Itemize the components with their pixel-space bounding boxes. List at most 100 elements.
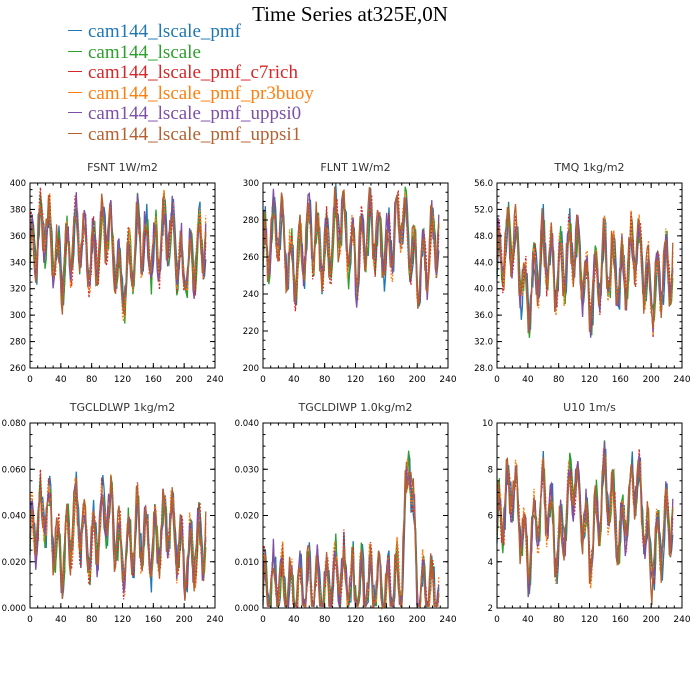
legend-swatch	[68, 112, 82, 114]
y-tick-label: 380	[10, 205, 26, 215]
y-tick-label: 52.0	[474, 205, 493, 215]
x-tick-label: 0	[494, 615, 500, 625]
y-tick-label: 0.000	[2, 604, 26, 614]
y-tick-label: 40.0	[474, 285, 493, 295]
x-tick-label: 240	[206, 615, 223, 625]
panel-title: FSNT 1W/m2	[87, 161, 158, 174]
x-tick-label: 160	[145, 375, 162, 385]
y-tick-label: 0.010	[235, 558, 259, 568]
series-line-cam144_lscale_pmf_uppsi1	[262, 186, 440, 309]
series-line-cam144_lscale_pmf_pr3buoy	[496, 209, 674, 335]
y-tick-label: 300	[10, 311, 26, 321]
x-tick-label: 40	[288, 615, 300, 625]
chart-title: Time Series at325E,0N	[252, 2, 448, 26]
legend-item: cam144_lscale_pmf_uppsi0	[68, 103, 314, 125]
panel-1: FLNT 1W/m2 0 40 80 120 160 200 240 200 220 240 260 2…	[243, 161, 457, 385]
x-tick-label: 0	[260, 615, 266, 625]
x-tick-label: 40	[522, 615, 534, 625]
x-tick-label: 80	[319, 615, 331, 625]
panel-title: TGCLDLWP 1kg/m2	[69, 401, 175, 414]
x-tick-label: 240	[439, 375, 456, 385]
panel-3: TGCLDLWP 1kg/m2 0 40 80 120 160 200 240 0.000 0.0…	[2, 401, 224, 625]
legend-item: cam144_lscale	[68, 42, 314, 64]
series-line-cam144_lscale_pmf_uppsi1	[496, 454, 674, 606]
legend: cam144_lscale_pmf cam144_lscale cam144_lsc…	[68, 21, 314, 146]
x-tick-label: 120	[114, 615, 131, 625]
panel-0: FSNT 1W/m2 0 40 80 120 160 200 240 260 280 300 320 3…	[10, 161, 224, 385]
y-tick-label: 300	[243, 179, 259, 189]
legend-item: cam144_lscale_pmf	[68, 21, 314, 43]
y-tick-label: 400	[10, 179, 26, 189]
x-tick-label: 80	[86, 375, 98, 385]
y-tick-label: 10	[482, 419, 493, 429]
x-tick-label: 200	[176, 375, 193, 385]
x-tick-label: 240	[206, 375, 223, 385]
legend-swatch	[68, 71, 82, 73]
x-tick-label: 160	[612, 615, 629, 625]
y-tick-label: 360	[10, 232, 26, 242]
y-tick-label: 260	[10, 364, 26, 374]
series-line-cam144_lscale_pmf_uppsi1	[29, 475, 207, 601]
series-line-cam144_lscale_pmf_pr3buoy	[262, 189, 440, 307]
x-tick-label: 200	[409, 375, 426, 385]
series-line-cam144_lscale_pmf_uppsi1	[29, 193, 207, 315]
legend-label: cam144_lscale_pmf_uppsi1	[88, 123, 302, 145]
y-tick-label: 44.0	[474, 258, 493, 268]
x-tick-label: 160	[145, 615, 162, 625]
legend-label: cam144_lscale_pmf_c7rich	[88, 62, 298, 83]
legend-label: cam144_lscale_pmf	[88, 21, 242, 42]
legend-swatch	[68, 50, 82, 52]
y-tick-label: 0.060	[2, 465, 26, 475]
x-tick-label: 120	[581, 375, 598, 385]
y-tick-label: 0.020	[235, 512, 259, 522]
x-tick-label: 160	[612, 375, 629, 385]
x-tick-label: 80	[86, 615, 98, 625]
x-tick-label: 160	[378, 615, 395, 625]
x-tick-label: 40	[288, 375, 300, 385]
panel-title: FLNT 1W/m2	[320, 161, 390, 174]
y-tick-label: 36.0	[474, 311, 493, 321]
x-tick-label: 200	[643, 615, 660, 625]
y-tick-label: 260	[243, 253, 259, 263]
y-tick-label: 0.030	[235, 465, 259, 475]
x-tick-label: 120	[347, 615, 364, 625]
y-tick-label: 32.0	[474, 338, 493, 348]
y-tick-label: 28.0	[474, 364, 493, 374]
y-tick-label: 200	[243, 364, 259, 374]
x-tick-label: 40	[55, 615, 67, 625]
y-tick-label: 320	[10, 285, 26, 295]
x-tick-label: 120	[581, 615, 598, 625]
x-tick-label: 240	[673, 615, 690, 625]
y-tick-label: 220	[243, 327, 259, 337]
panel-4: TGCLDIWP 1.0kg/m2 0 40 80 120 160 200 240 0.000 0…	[235, 401, 457, 625]
x-tick-label: 0	[260, 375, 266, 385]
x-tick-label: 120	[347, 375, 364, 385]
x-tick-label: 160	[378, 375, 395, 385]
y-tick-label: 4	[488, 558, 493, 568]
x-tick-label: 0	[27, 375, 33, 385]
y-tick-label: 340	[10, 258, 26, 268]
y-tick-label: 48.0	[474, 232, 493, 242]
panel-5: U10 1m/s 0 40 80 120 160 200 240 2 4 6 8 10	[482, 401, 691, 625]
legend-item: cam144_lscale_pmf_uppsi1	[68, 123, 314, 146]
x-tick-label: 80	[553, 375, 565, 385]
x-tick-label: 40	[522, 375, 534, 385]
series-line-cam144_lscale_pmf_uppsi1	[496, 204, 674, 334]
legend-item: cam144_lscale_pmf_pr3buoy	[68, 83, 314, 105]
panel-title: U10 1m/s	[563, 401, 616, 414]
x-tick-label: 120	[114, 375, 131, 385]
x-tick-label: 0	[27, 615, 33, 625]
series-line-cam144_lscale_pmf_uppsi1	[262, 470, 440, 609]
x-tick-label: 200	[643, 375, 660, 385]
y-tick-label: 0.040	[2, 512, 26, 522]
legend-swatch	[68, 132, 82, 134]
legend-swatch	[68, 30, 82, 32]
y-tick-label: 0.020	[2, 558, 26, 568]
x-tick-label: 0	[494, 375, 500, 385]
legend-label: cam144_lscale_pmf_uppsi0	[88, 103, 302, 124]
y-tick-label: 280	[10, 338, 26, 348]
legend-swatch	[68, 91, 82, 93]
y-tick-label: 0.000	[235, 604, 259, 614]
